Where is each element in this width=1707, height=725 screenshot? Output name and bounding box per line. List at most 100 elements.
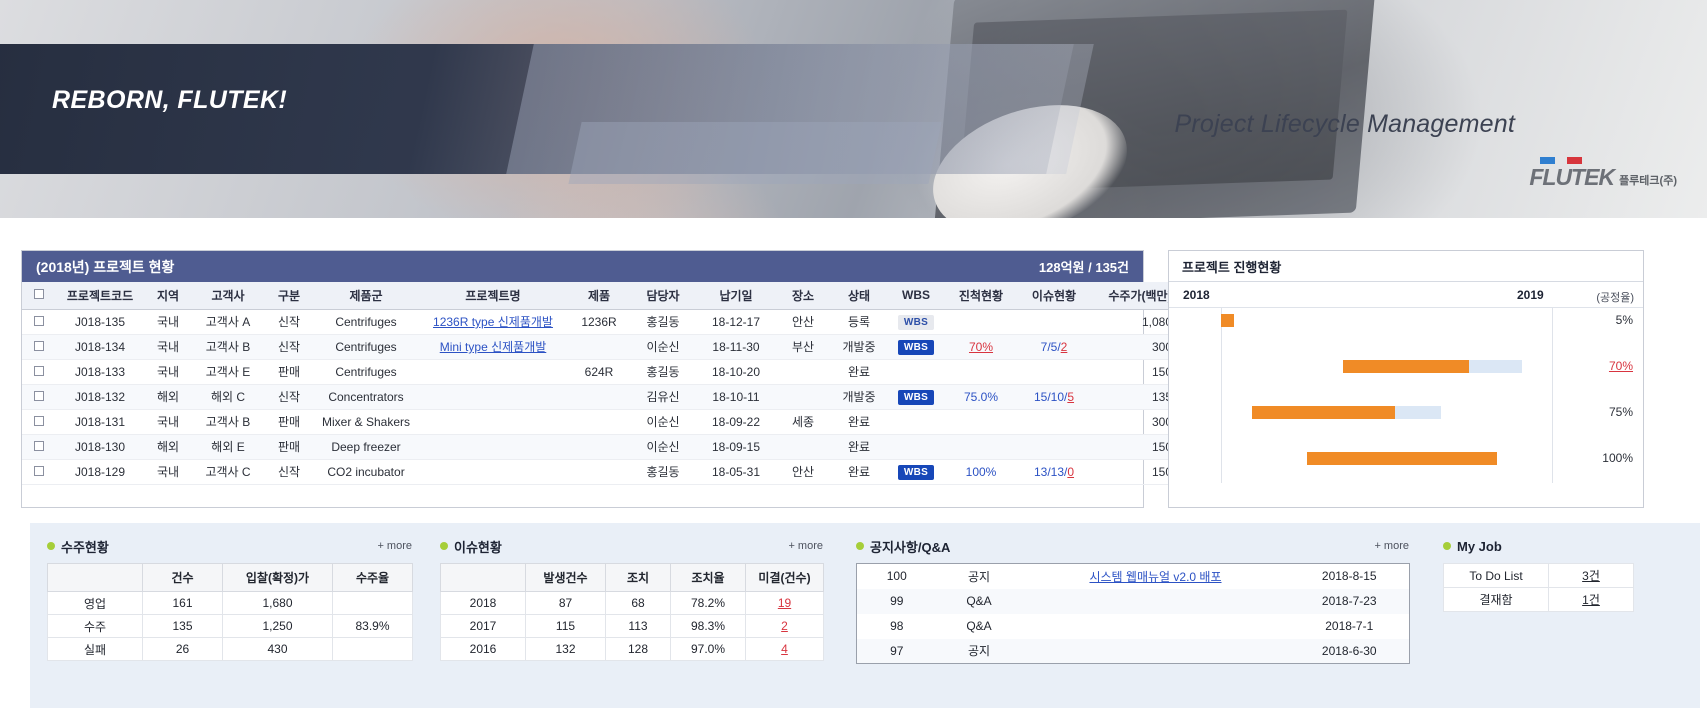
cell-group: Concentrators xyxy=(314,384,418,410)
gantt-bar-fill[interactable] xyxy=(1307,452,1498,465)
cell-region: 국내 xyxy=(144,334,192,360)
gantt-bar-fill[interactable] xyxy=(1343,360,1470,373)
list-item[interactable]: 98 Q&A 2018-7-1 xyxy=(857,614,1410,639)
wbs-badge[interactable]: WBS xyxy=(897,389,935,405)
th-group[interactable]: 제품군 xyxy=(314,282,418,310)
cell-value: 68 xyxy=(605,591,671,615)
gantt-bar-fill[interactable] xyxy=(1252,406,1395,419)
list-item[interactable]: 97 공지 2018-6-30 xyxy=(856,638,1410,664)
gantt-percent-label: 100% xyxy=(1602,451,1633,465)
progress-value[interactable]: 75.0% xyxy=(963,389,999,404)
row-checkbox[interactable] xyxy=(34,390,44,401)
issue-value[interactable]: 7/5/2 xyxy=(1040,339,1068,354)
row-label: 실패 xyxy=(47,637,143,661)
table-row[interactable]: J018-129 국내 고객사 C 신작 CO2 incubator 홍길동 18-05-3… xyxy=(22,459,1190,485)
unresolved-count[interactable]: 2 xyxy=(781,619,788,633)
th-issue[interactable]: 이슈현황 xyxy=(1018,282,1090,310)
row-label: 영업 xyxy=(47,591,143,615)
table-row[interactable]: J018-130 해외 해외 E 판매 Deep freezer 이순신 18-09-15 완… xyxy=(22,434,1190,460)
table-row[interactable]: J018-135 국내 고객사 A 신작 Centrifuges 1236R type 신… xyxy=(22,309,1190,335)
gantt-row-spacer xyxy=(1169,425,1643,446)
th-status[interactable]: 상태 xyxy=(830,282,888,310)
wbs-badge[interactable]: WBS xyxy=(897,339,935,355)
th-customer[interactable]: 고객사 xyxy=(192,282,264,310)
issues-more-link[interactable]: + more xyxy=(788,540,823,552)
notice-card-title: 공지사항/Q&A xyxy=(870,539,951,555)
project-status-panel: (2018년) 프로젝트 현황 128억원 / 135건 프로젝트코드 지역 고… xyxy=(21,250,1190,508)
myjob-card-title: My Job xyxy=(1457,538,1502,554)
row-label: 2016 xyxy=(440,637,526,661)
row-checkbox[interactable] xyxy=(34,340,44,351)
notice-number: 97 xyxy=(856,638,937,664)
orders-more-link[interactable]: + more xyxy=(377,540,412,552)
cell-group: Centrifuges xyxy=(314,309,418,335)
project-name-link[interactable]: Mini type 신제품개발 xyxy=(439,340,547,354)
th-wbs[interactable]: WBS xyxy=(888,282,944,310)
th-due[interactable]: 납기일 xyxy=(696,282,776,310)
myjob-count[interactable]: 1건 xyxy=(1548,587,1634,612)
myjob-table-body: To Do List 3건 결재함 1건 xyxy=(1443,563,1634,612)
cell-value: 132 xyxy=(525,637,606,661)
th-product[interactable]: 제품 xyxy=(568,282,630,310)
th-code[interactable]: 프로젝트코드 xyxy=(56,282,144,310)
list-item[interactable]: 99 Q&A 2018-7-23 xyxy=(856,588,1410,614)
project-name-link[interactable]: 1236R type 신제품개발 xyxy=(433,315,553,329)
cell-wbs: WBS xyxy=(888,459,944,485)
cell-due: 18-12-17 xyxy=(696,309,776,335)
unresolved-count[interactable]: 19 xyxy=(777,596,792,610)
gantt-gridline-end xyxy=(1552,308,1553,483)
cell-project-name xyxy=(418,409,568,435)
logo-mark: FLUTEK xyxy=(1529,157,1615,189)
table-row[interactable]: J018-131 국내 고객사 B 판매 Mixer & Shakers 이순신 18-09… xyxy=(22,409,1190,435)
unresolved-count[interactable]: 4 xyxy=(781,642,788,656)
row-checkbox-cell xyxy=(22,309,56,335)
cell-code: J018-129 xyxy=(56,459,144,485)
progress-value[interactable]: 100% xyxy=(965,464,997,479)
row-checkbox[interactable] xyxy=(34,365,44,376)
notice-table-body: 100 공지 시스템 웹매뉴얼 v2.0 배포 2018-8-15 99 Q&A 2018-… xyxy=(856,564,1410,664)
notice-subject-link[interactable]: 시스템 웹매뉴얼 v2.0 배포 xyxy=(1089,569,1222,584)
gantt-row-spacer xyxy=(1169,333,1643,354)
th-region[interactable]: 지역 xyxy=(144,282,192,310)
issue-value[interactable]: 15/10/5 xyxy=(1033,389,1075,404)
cell-group: Centrifuges xyxy=(314,359,418,385)
myjob-label: 결재함 xyxy=(1443,587,1549,612)
row-checkbox[interactable] xyxy=(34,315,44,326)
notice-card-header: 공지사항/Q&A + more xyxy=(856,535,1409,557)
cell-customer: 고객사 C xyxy=(192,459,264,485)
notice-card: 공지사항/Q&A + more 100 공지 시스템 웹매뉴얼 v2.0 배포 201… xyxy=(856,535,1410,664)
notice-date: 2018-8-15 xyxy=(1321,569,1377,584)
row-checkbox[interactable] xyxy=(34,415,44,426)
cell-progress xyxy=(944,409,1018,435)
gantt-bar-fill[interactable] xyxy=(1221,314,1234,327)
cell-value: 97.0% xyxy=(670,637,746,661)
notice-more-link[interactable]: + more xyxy=(1374,540,1409,552)
orders-table-header-row: 건수 입찰(확정)가 수주율 xyxy=(47,563,413,592)
gantt-percent-label: 70% xyxy=(1608,359,1633,373)
table-row[interactable]: J018-134 국내 고객사 B 신작 Centrifuges Mini type 신제… xyxy=(22,334,1190,360)
th-owner[interactable]: 담당자 xyxy=(630,282,696,310)
table-row[interactable]: J018-133 국내 고객사 E 판매 Centrifuges 624R 홍길동 18-10… xyxy=(22,359,1190,385)
list-item[interactable]: 결재함 1건 xyxy=(1443,587,1634,612)
wbs-badge[interactable]: WBS xyxy=(897,314,935,330)
th-progress[interactable]: 진척현황 xyxy=(944,282,1018,310)
list-item[interactable]: 100 공지 시스템 웹매뉴얼 v2.0 배포 2018-8-15 xyxy=(857,564,1410,589)
issue-value[interactable]: 13/13/0 xyxy=(1033,464,1075,479)
list-item[interactable]: To Do List 3건 xyxy=(1443,563,1634,588)
table-row: 수주 135 1,250 83.9% xyxy=(47,614,413,638)
cell-value: 115 xyxy=(525,614,606,638)
cell-code: J018-130 xyxy=(56,434,144,460)
wbs-badge[interactable]: WBS xyxy=(897,464,935,480)
row-checkbox[interactable] xyxy=(34,440,44,451)
myjob-count[interactable]: 3건 xyxy=(1548,563,1634,588)
row-checkbox[interactable] xyxy=(34,465,44,476)
table-row[interactable]: J018-132 해외 해외 C 신작 Concentrators 김유신 18-10-11… xyxy=(22,384,1190,410)
select-all-checkbox[interactable] xyxy=(34,289,44,300)
cell-customer: 해외 E xyxy=(192,434,264,460)
th-type[interactable]: 구분 xyxy=(264,282,314,310)
cell-status: 완료 xyxy=(830,459,888,485)
th-place[interactable]: 장소 xyxy=(776,282,830,310)
th-name[interactable]: 프로젝트명 xyxy=(418,282,568,310)
progress-value[interactable]: 70% xyxy=(968,339,994,354)
